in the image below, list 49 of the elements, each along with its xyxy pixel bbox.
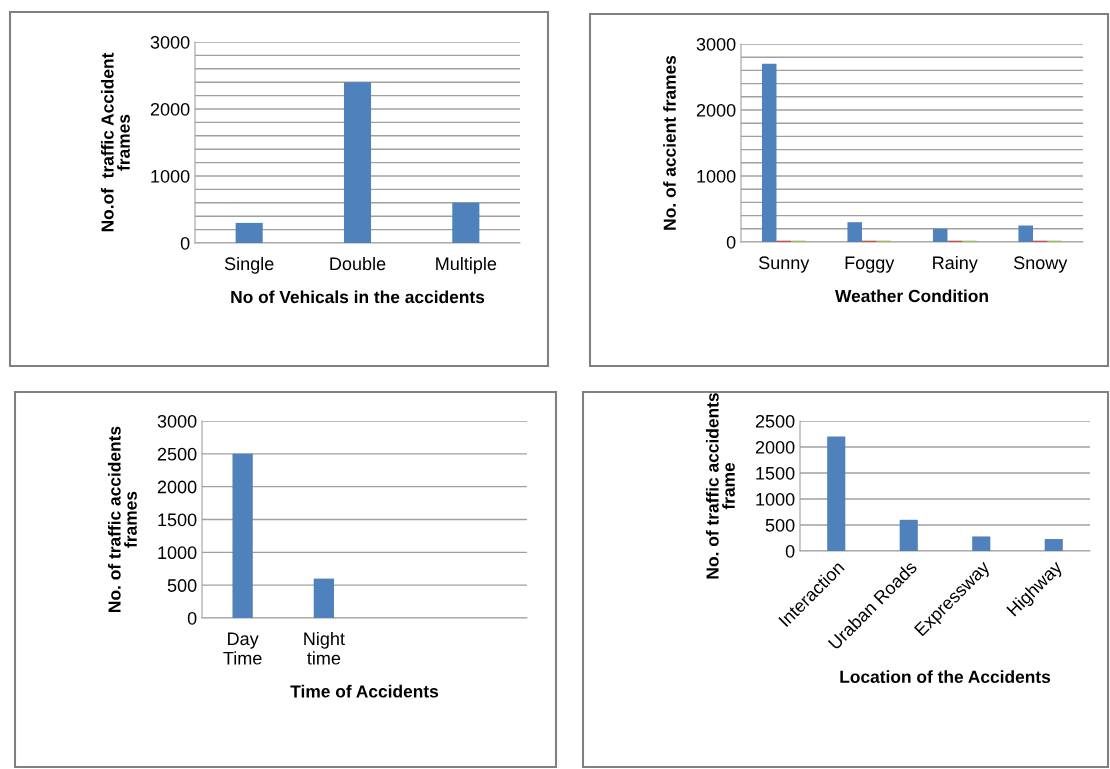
bar <box>452 202 480 243</box>
y-tick-label: 2000 <box>755 440 795 454</box>
bar <box>235 222 263 243</box>
x-axis-title: Time of Accidents <box>290 684 439 698</box>
bar <box>972 536 991 551</box>
y-axis-title: No. of traffic accidents frame <box>705 393 735 579</box>
y-tick-label: 1500 <box>158 513 197 527</box>
x-tick-label: Single <box>224 256 274 274</box>
bar <box>761 63 777 242</box>
y-tick-label: 2000 <box>696 103 736 117</box>
bar <box>899 519 918 551</box>
x-tick-label: Sunny <box>758 256 810 273</box>
y-tick-label: 3000 <box>696 37 736 51</box>
y-tick-label: 0 <box>187 611 197 625</box>
x-tick-label: Double <box>330 256 386 271</box>
x-tick-label: Day Time <box>223 632 262 665</box>
x-axis-title: Weather Condition <box>835 289 988 303</box>
y-tick-label: 3000 <box>150 35 190 49</box>
y-tick-label: 2000 <box>157 480 197 494</box>
x-axis-title: No of Vehicals in the accidents <box>231 290 485 304</box>
y-axis-title: No. of traffic accidents frames <box>107 426 137 612</box>
x-tick-label: Multiple <box>436 256 497 274</box>
x-tick-label: Rainy <box>933 255 978 273</box>
y-axis-title: No.of traffic Accident frames <box>100 52 130 232</box>
y-tick-label: 3000 <box>157 414 197 428</box>
y-tick-label: 1500 <box>756 466 795 480</box>
bar <box>343 82 372 243</box>
x-axis-title: Location of the Accidents <box>840 670 1051 683</box>
y-tick-label: 1000 <box>697 169 736 183</box>
y-tick-label: 2500 <box>157 447 197 461</box>
bar <box>847 222 862 242</box>
y-tick-label: 0 <box>180 236 190 250</box>
bar <box>1018 225 1033 242</box>
bar <box>932 228 948 242</box>
bar <box>827 436 846 551</box>
y-tick-label: 500 <box>167 579 197 592</box>
y-tick-label: 2500 <box>755 414 795 428</box>
y-tick-label: 1000 <box>158 546 197 560</box>
y-tick-label: 0 <box>785 544 795 558</box>
y-tick-label: 2000 <box>150 102 190 116</box>
y-tick-label: 1000 <box>756 492 795 506</box>
y-tick-label: 500 <box>765 518 795 532</box>
bar <box>1044 539 1063 551</box>
y-tick-label: 1000 <box>151 169 190 183</box>
y-axis-title: No. of accient frames <box>663 55 676 230</box>
x-tick-label: Night time <box>304 631 345 665</box>
x-tick-label: Foggy <box>845 256 895 273</box>
x-tick-label: Snowy <box>1013 256 1068 273</box>
y-tick-label: 0 <box>726 235 736 249</box>
